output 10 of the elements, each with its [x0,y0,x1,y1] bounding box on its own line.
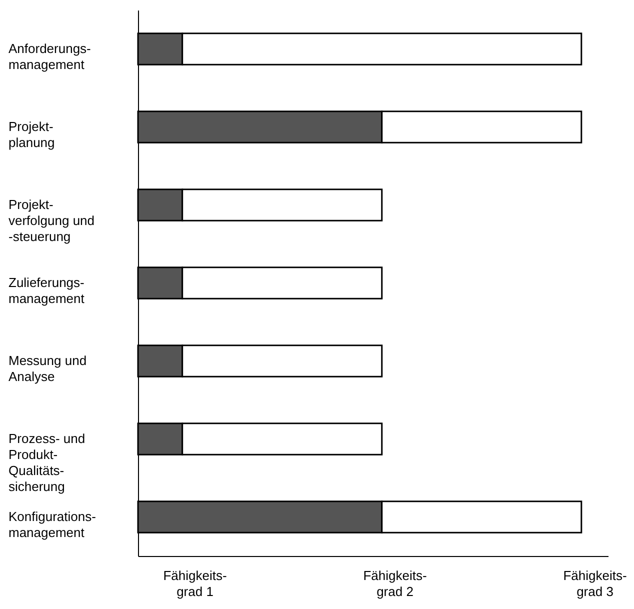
text: Fähigkeits- grad 2 [363,568,427,599]
text: Fähigkeits- grad 3 [563,568,627,599]
y-tick-label: Zulieferungs- management [8,275,85,306]
y-tick-label: Anforderungs- management [8,41,91,72]
y-tick-label: Projekt- planung [8,119,55,150]
text: Fähigkeits- grad 1 [163,568,227,599]
y-tick-label: Konfigurations- management [8,509,96,540]
y-tick-label: Prozess- und Produkt- Qualitäts- sicherung [8,431,86,494]
y-tick-label: Messung und Analyse [8,353,87,384]
y-tick-label: Projekt- verfolgung und -steuerung [8,197,95,244]
